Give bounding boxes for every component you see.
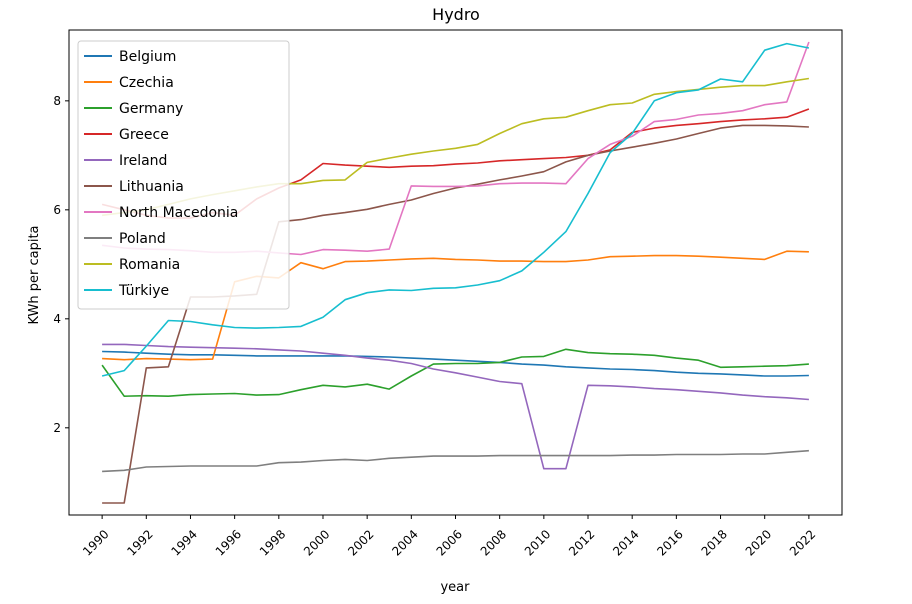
- x-tick-label: 2008: [478, 527, 509, 558]
- legend-label: Germany: [119, 101, 183, 117]
- x-tick-label: 1996: [213, 527, 244, 558]
- series-line-poland: [102, 449, 809, 473]
- x-tick-label: 2004: [389, 527, 420, 558]
- series-line-czechia: [102, 250, 809, 361]
- x-tick-label: 2010: [522, 527, 553, 558]
- x-tick-label: 2000: [301, 527, 332, 558]
- x-tick-label: 2002: [345, 527, 376, 558]
- series-line-türkiye: [101, 42, 810, 377]
- x-tick-label: 2018: [699, 527, 730, 558]
- series-line-belgium: [102, 350, 809, 377]
- x-tick-label: 1990: [80, 527, 111, 558]
- legend-label: Ireland: [119, 153, 167, 169]
- x-tick-label: 2022: [787, 527, 818, 558]
- x-tick-label: 1994: [169, 527, 200, 558]
- legend-label: North Macedonia: [119, 205, 238, 221]
- legend-frame: [77, 40, 290, 310]
- legend-label: Greece: [119, 127, 169, 143]
- y-axis-label: KWh per capita: [27, 225, 42, 324]
- x-tick-label: 2016: [654, 527, 685, 558]
- legend: Belgium Czechia Germany Greece Ireland Lithua…: [77, 40, 290, 310]
- x-tick-label: 2012: [566, 527, 597, 558]
- legend-label: Romania: [119, 257, 180, 273]
- x-tick-label: 1998: [257, 527, 288, 558]
- x-tick-label: 2014: [610, 527, 641, 558]
- chart-title: Hydro: [432, 5, 480, 24]
- series-line-germany: [101, 348, 809, 398]
- legend-label: Türkiye: [118, 283, 169, 299]
- series-line-ireland: [102, 343, 809, 470]
- legend-label: Lithuania: [119, 179, 184, 195]
- x-axis-label: year: [440, 580, 470, 595]
- legend-label: Czechia: [119, 75, 174, 91]
- legend-label: Belgium: [119, 49, 176, 65]
- x-tick-label: 1992: [124, 527, 155, 558]
- x-tick-label: 2006: [434, 527, 465, 558]
- y-tick-label: 2: [53, 421, 61, 435]
- y-tick-label: 6: [53, 203, 61, 217]
- legend-label: Poland: [119, 231, 166, 247]
- y-tick-label: 8: [53, 94, 61, 108]
- y-tick-label: 4: [53, 312, 61, 326]
- x-tick-label: 2020: [743, 527, 774, 558]
